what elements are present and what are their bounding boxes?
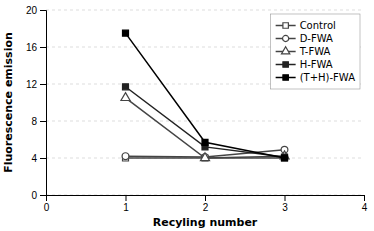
tick-label: 8 (31, 116, 37, 127)
legend-label: H-FWA (300, 59, 333, 70)
legend-item: D-FWA (276, 33, 333, 44)
series (123, 84, 288, 160)
tick: 0 (44, 195, 50, 213)
chart: 01234048121620ControlD-FWAT-FWAH-FWA(T+H… (0, 0, 374, 231)
legend-marker (283, 35, 289, 41)
tick: 20 (26, 5, 46, 16)
legend-label: Control (300, 20, 336, 31)
legend-marker (283, 75, 288, 80)
tick: 3 (282, 195, 288, 213)
legend-label: (T+H)-FWA (300, 72, 356, 83)
y-axis-title: Fluorescence emission (2, 32, 15, 173)
point (282, 155, 288, 161)
tick-mark (285, 195, 286, 201)
point (123, 84, 129, 90)
tick-label: 4 (31, 153, 37, 164)
tick: 1 (123, 195, 129, 213)
grid-line (46, 121, 364, 122)
legend-item: (T+H)-FWA (276, 72, 356, 83)
tick-mark (364, 195, 365, 201)
tick-mark (40, 195, 46, 196)
tick-mark (40, 121, 46, 122)
series-line (126, 33, 285, 158)
tick: 8 (31, 116, 46, 127)
legend-label: D-FWA (300, 33, 333, 44)
legend-box (271, 14, 360, 89)
axis-line (40, 11, 47, 196)
tick-label: 2 (203, 202, 209, 213)
tick-mark (40, 84, 46, 85)
point (200, 153, 209, 161)
legend: Control D-FWA T-FWA H-FWA (T+H)-FWA (271, 14, 360, 89)
tick: 12 (26, 79, 46, 90)
tick: 2 (203, 195, 209, 213)
tick-label: 12 (26, 79, 38, 90)
axis-line (47, 196, 365, 202)
point (123, 30, 129, 36)
tick: 0 (31, 190, 46, 201)
legend-item: H-FWA (276, 59, 333, 70)
point (122, 153, 129, 160)
legend-marker (281, 47, 289, 54)
legend-marker (283, 62, 288, 67)
tick-mark (40, 158, 46, 159)
series-line (126, 98, 285, 158)
tick-mark (205, 195, 206, 201)
tick-label: 1 (123, 202, 129, 213)
series-line (126, 87, 285, 157)
point (282, 155, 288, 161)
legend-label: T-FWA (299, 46, 331, 57)
tick-label: 4 (362, 202, 368, 213)
tick: 16 (26, 42, 46, 53)
point (202, 139, 208, 145)
x-axis-title: Recyling number (153, 216, 258, 229)
tick-label: 0 (44, 202, 50, 213)
point (282, 154, 288, 160)
legend-item: Control (276, 20, 336, 31)
grid-line (46, 10, 364, 11)
tick: 4 (362, 195, 368, 213)
point (121, 93, 130, 101)
tick-label: 20 (26, 5, 38, 16)
series (123, 30, 288, 161)
tick-label: 0 (31, 190, 37, 201)
tick: 4 (31, 153, 46, 164)
tick-mark (40, 47, 46, 48)
data-area (121, 30, 289, 161)
legend-item: T-FWA (276, 46, 331, 57)
tick-mark (40, 10, 46, 11)
tick-label: 3 (282, 202, 288, 213)
plot: 01234048121620ControlD-FWAT-FWAH-FWA(T+H… (26, 5, 368, 213)
tick-mark (126, 195, 127, 201)
grid (46, 10, 364, 195)
x-axis: 0 1 2 3 4 (44, 195, 368, 213)
y-axis: 0 4 8 12 16 20 (26, 5, 47, 201)
legend-marker (283, 23, 288, 28)
tick-label: 16 (26, 42, 38, 53)
